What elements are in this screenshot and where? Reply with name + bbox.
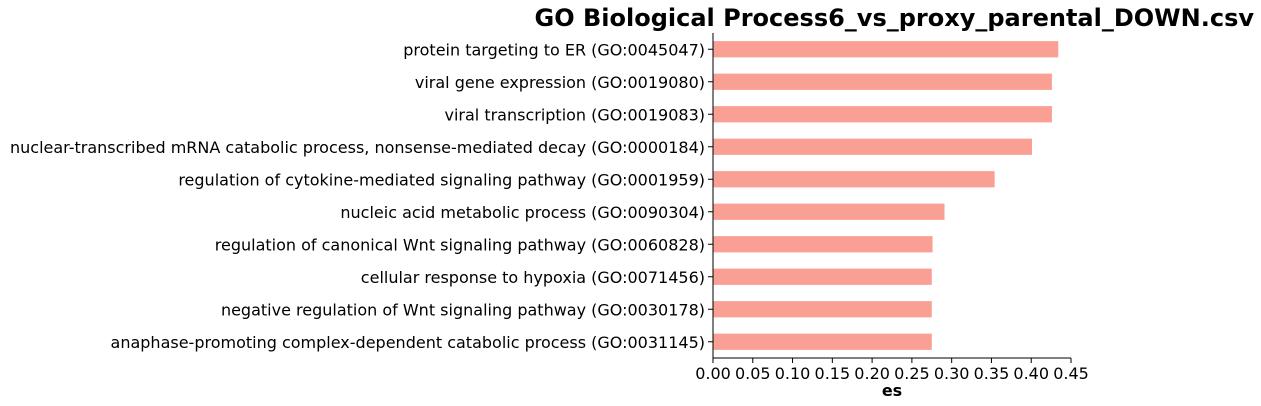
bar [713,301,932,318]
category-label: nuclear-transcribed mRNA catabolic proce… [10,138,705,157]
category-label: cellular response to hypoxia (GO:0071456… [361,268,705,287]
x-tick-label: 0.45 [1053,364,1089,383]
bar [713,333,932,350]
category-label: regulation of canonical Wnt signaling pa… [215,235,705,254]
x-tick-label: 0.25 [894,364,930,383]
x-tick-label: 0.05 [735,364,771,383]
bar [713,73,1052,90]
bar [713,236,933,253]
x-axis-label: es [882,381,902,400]
chart-title: GO Biological Process6_vs_proxy_parental… [535,4,1255,32]
category-label: viral transcription (GO:0019083) [444,105,705,124]
bar [713,171,995,188]
category-label: protein targeting to ER (GO:0045047) [403,40,705,59]
category-label: regulation of cytokine-mediated signalin… [178,170,705,189]
x-tick-label: 0.00 [695,364,731,383]
x-tick-label: 0.35 [974,364,1010,383]
bar [713,106,1052,123]
category-label: nucleic acid metabolic process (GO:00903… [340,203,705,222]
x-tick-label: 0.40 [1013,364,1049,383]
x-tick-label: 0.15 [815,364,851,383]
x-tick-label: 0.30 [934,364,970,383]
category-label: negative regulation of Wnt signaling pat… [221,300,705,319]
x-axis-ticks: 0.00 0.05 0.10 0.15 0.20 0.25 0.30 0.35 0.40 0.45 [695,358,1089,383]
category-labels: protein targeting to ER (GO:0045047) vira… [10,40,713,352]
category-label: viral gene expression (GO:0019080) [415,73,705,92]
bars-group [713,41,1059,350]
bar [713,138,1033,155]
x-tick-label: 0.10 [775,364,811,383]
category-label: anaphase-promoting complex-dependent cat… [111,333,705,352]
bar [713,203,945,220]
x-tick-label: 0.20 [854,364,890,383]
bar [713,268,932,285]
bar [713,41,1059,58]
